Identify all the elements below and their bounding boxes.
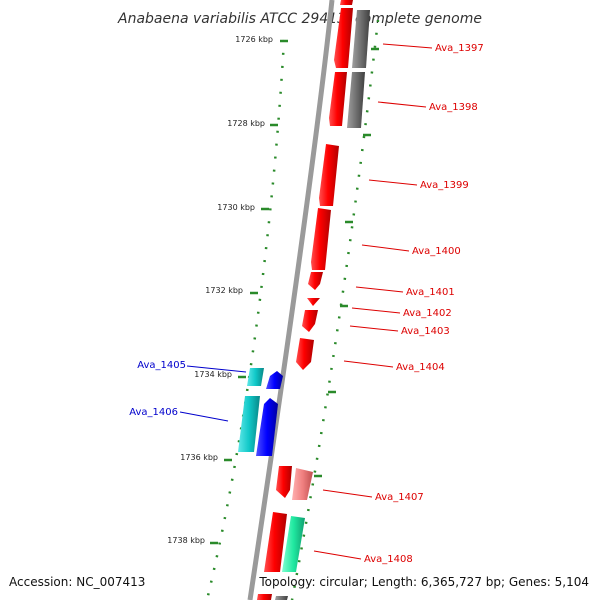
scale-tick-label: 1732 kbp (205, 286, 243, 295)
gene-label[interactable]: Ava_1404 (396, 362, 445, 373)
gene-arrow-ava-1400[interactable] (311, 208, 331, 270)
gene-arrow-ava-1406-cyan[interactable] (238, 396, 260, 452)
scale-tick-label: 1728 kbp (227, 119, 265, 128)
gene-label[interactable]: Ava_1397 (435, 43, 484, 54)
gene-arrow-ava-1398[interactable] (329, 72, 347, 126)
gene-arrow-ava-1403[interactable] (302, 310, 318, 332)
gene-label[interactable]: Ava_1403 (401, 326, 450, 337)
label-leaders-left (179, 365, 247, 422)
scale-tick-marks (210, 39, 288, 545)
scale-tick-label: 1726 kbp (235, 35, 273, 44)
gene-label[interactable]: Ava_1408 (364, 554, 413, 565)
gene-arrow-ava-1402[interactable] (307, 298, 320, 306)
gene-arrow[interactable] (275, 596, 288, 600)
gene-arrow-green[interactable] (282, 516, 305, 572)
map-title: Anabaena variabilis ATCC 29413, complete… (117, 11, 482, 27)
gene-arrow-ava-1405-cyan[interactable] (247, 368, 264, 386)
genome-backbone (247, 0, 335, 600)
forward-genes (257, 0, 370, 600)
gene-arrow-ava-1408[interactable] (264, 512, 287, 572)
accession-text: Accession: NC_007413 (9, 575, 145, 589)
gene-label[interactable]: Ava_1399 (420, 180, 469, 191)
gene-arrow[interactable] (340, 0, 353, 5)
reverse-genes (238, 368, 283, 456)
gene-arrow[interactable] (257, 594, 272, 600)
topology-text: Topology: circular; Length: 6,365,727 bp… (258, 575, 589, 589)
scale-track-left (205, 39, 286, 600)
gene-arrow-ava-1406[interactable] (256, 398, 278, 456)
gene-label[interactable]: Ava_1398 (429, 102, 478, 113)
scale-tick-marks-right (314, 47, 379, 478)
scale-tick-label: 1736 kbp (180, 453, 218, 462)
gene-arrow-ava-1407[interactable] (276, 466, 292, 498)
gene-label[interactable]: Ava_1401 (406, 287, 455, 298)
gene-arrow-gray[interactable] (352, 10, 370, 68)
gene-arrow-ava-1399[interactable] (319, 144, 339, 206)
gene-arrow-ava-1401[interactable] (308, 272, 323, 290)
gene-label[interactable]: Ava_1405 (137, 360, 186, 371)
gene-arrow-ava-1404[interactable] (296, 338, 314, 370)
scale-tick-label: 1734 kbp (194, 370, 232, 379)
gene-arrow-ava-1397[interactable] (334, 8, 353, 68)
scale-tick-label: 1730 kbp (217, 203, 255, 212)
scale-tick-label: 1738 kbp (167, 536, 205, 545)
gene-label[interactable]: Ava_1402 (403, 308, 452, 319)
gene-arrow-ava-1405[interactable] (266, 371, 283, 389)
gene-arrow-pale[interactable] (292, 468, 313, 500)
gene-label[interactable]: Ava_1400 (412, 246, 461, 257)
gene-label[interactable]: Ava_1406 (129, 407, 178, 418)
gene-label[interactable]: Ava_1407 (375, 492, 424, 503)
gene-arrow-gray[interactable] (347, 72, 365, 128)
label-leaders-right (313, 43, 433, 560)
